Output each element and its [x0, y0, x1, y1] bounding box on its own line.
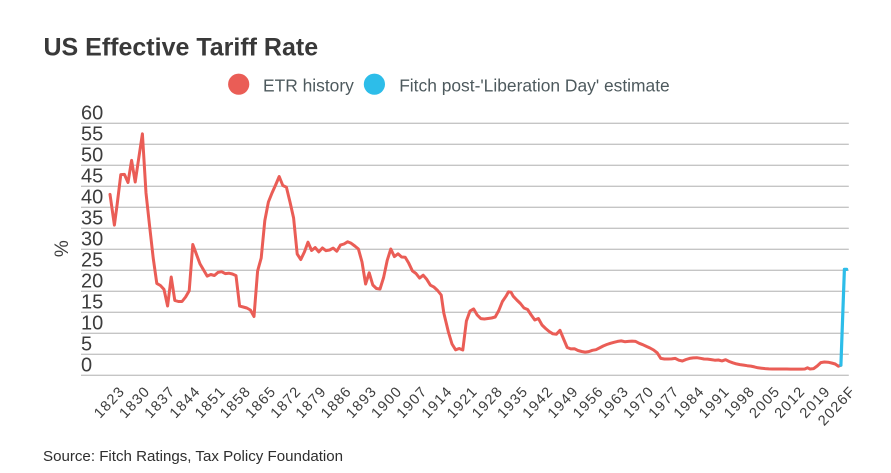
svg-text:5: 5 — [81, 334, 92, 356]
svg-text:Fitch post-'Liberation Day' es: Fitch post-'Liberation Day' estimate — [399, 75, 670, 95]
svg-text:35: 35 — [81, 208, 103, 230]
svg-text:45: 45 — [81, 166, 103, 188]
svg-text:40: 40 — [81, 187, 103, 209]
svg-text:10: 10 — [81, 313, 103, 335]
svg-text:Source: Fitch Ratings, Tax Pol: Source: Fitch Ratings, Tax Policy Founda… — [43, 448, 343, 465]
svg-text:US Effective Tariff Rate: US Effective Tariff Rate — [44, 34, 319, 62]
svg-text:55: 55 — [81, 124, 103, 146]
svg-text:%: % — [52, 240, 73, 257]
svg-text:60: 60 — [81, 103, 103, 125]
svg-text:30: 30 — [81, 229, 103, 251]
svg-text:0: 0 — [81, 355, 92, 377]
svg-text:50: 50 — [81, 145, 103, 167]
svg-text:25: 25 — [81, 250, 103, 272]
svg-text:15: 15 — [81, 292, 103, 314]
svg-text:20: 20 — [81, 271, 103, 293]
svg-text:ETR history: ETR history — [263, 75, 354, 95]
